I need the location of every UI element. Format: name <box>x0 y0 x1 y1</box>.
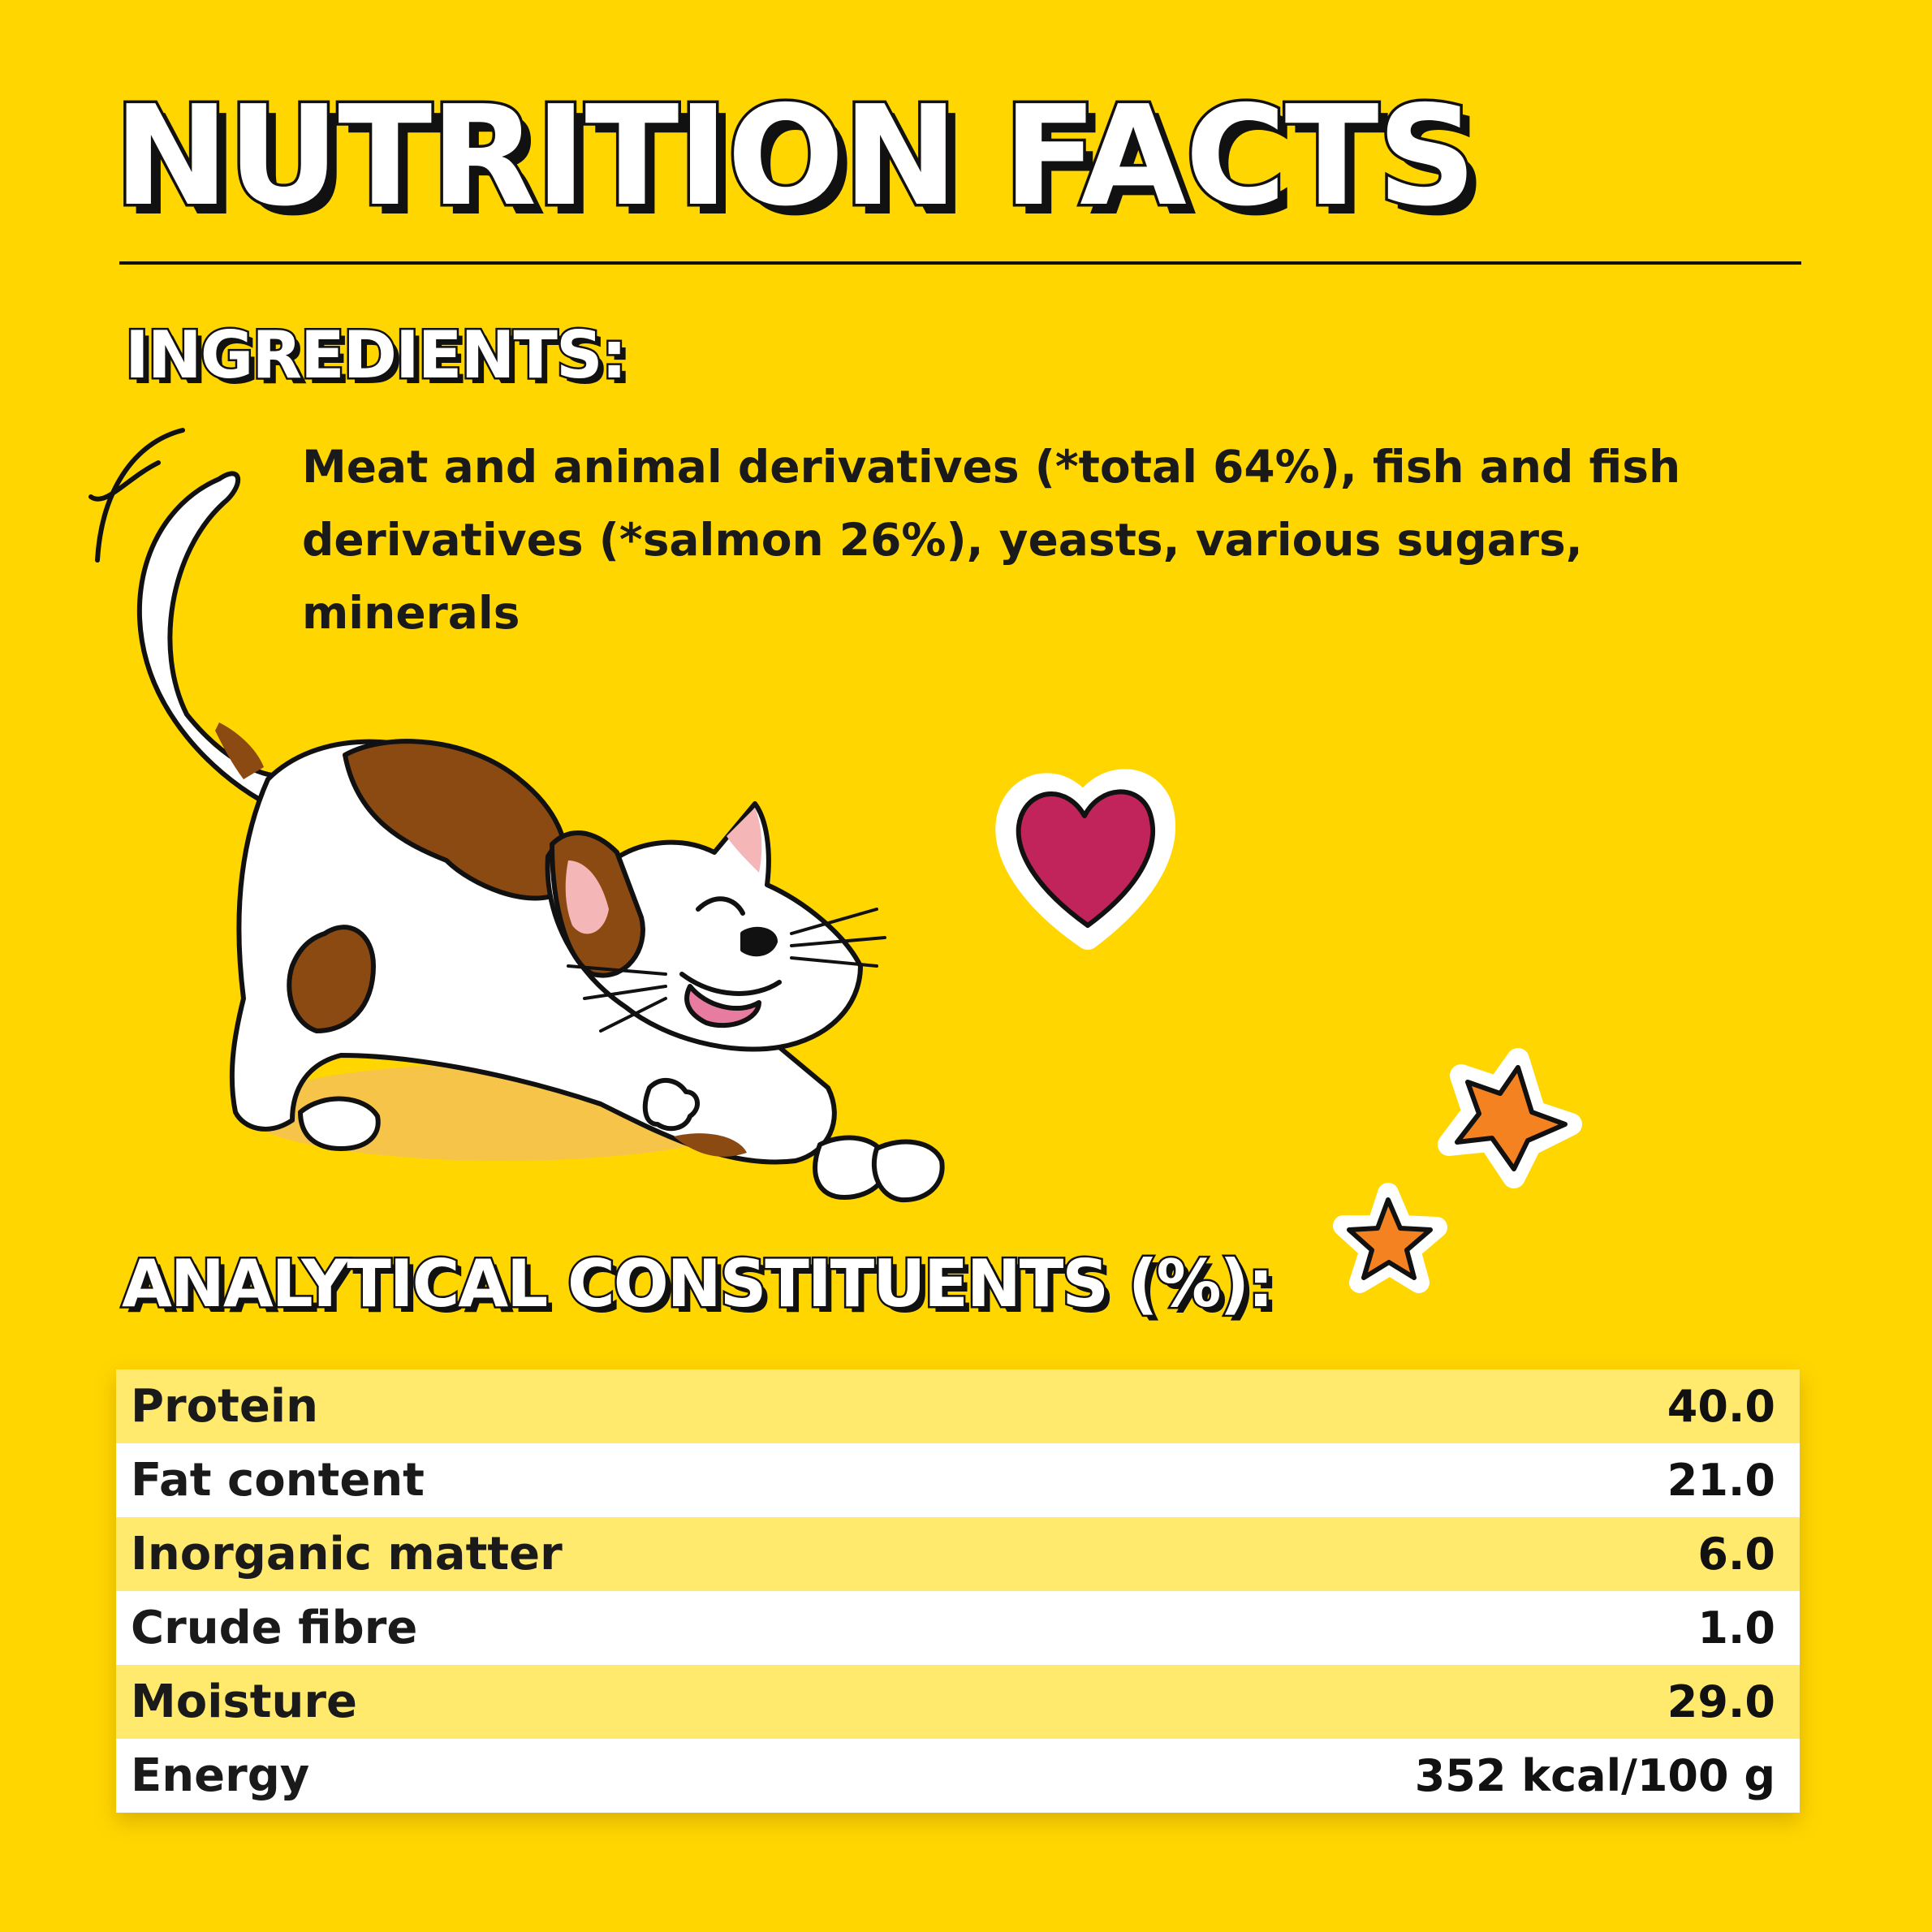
table-row: Crude fibre 1.0 <box>116 1591 1800 1665</box>
cat-illustration <box>136 471 945 1203</box>
row-label: Moisture <box>131 1675 357 1728</box>
ingredients-heading: INGREDIENTS: <box>123 317 630 393</box>
illustration-layer <box>88 428 1582 1293</box>
row-value: 21.0 <box>1667 1455 1775 1506</box>
star-icon <box>1438 1048 1582 1188</box>
constituents-table: Protein 40.0 Fat content 21.0 Inorganic … <box>116 1369 1800 1813</box>
table-row: Inorganic matter 6.0 <box>116 1517 1800 1591</box>
row-value: 352 kcal/100 g <box>1414 1750 1775 1801</box>
row-value: 40.0 <box>1667 1381 1775 1432</box>
title-divider <box>119 261 1801 265</box>
table-row: Protein 40.0 <box>116 1369 1800 1443</box>
table-row: Moisture 29.0 <box>116 1665 1800 1739</box>
heart-icon <box>995 769 1176 950</box>
table-row: Fat content 21.0 <box>116 1443 1800 1517</box>
row-label: Crude fibre <box>131 1602 418 1654</box>
table-row: Energy 352 kcal/100 g <box>116 1739 1800 1813</box>
row-label: Protein <box>131 1380 318 1433</box>
row-value: 1.0 <box>1697 1602 1775 1654</box>
page-title: NUTRITION FACTS <box>111 76 1480 237</box>
constituents-heading: ANALYTICAL CONSTITUENTS (%): <box>119 1246 1275 1322</box>
motion-lines-icon <box>88 428 185 563</box>
star-icon <box>1333 1183 1447 1293</box>
row-value: 6.0 <box>1697 1529 1775 1580</box>
row-label: Fat content <box>131 1454 425 1507</box>
row-label: Energy <box>131 1749 310 1802</box>
ingredients-text: Meat and animal derivatives (*total 64%)… <box>302 441 1681 639</box>
row-value: 29.0 <box>1667 1676 1775 1727</box>
row-label: Inorganic matter <box>131 1528 563 1581</box>
